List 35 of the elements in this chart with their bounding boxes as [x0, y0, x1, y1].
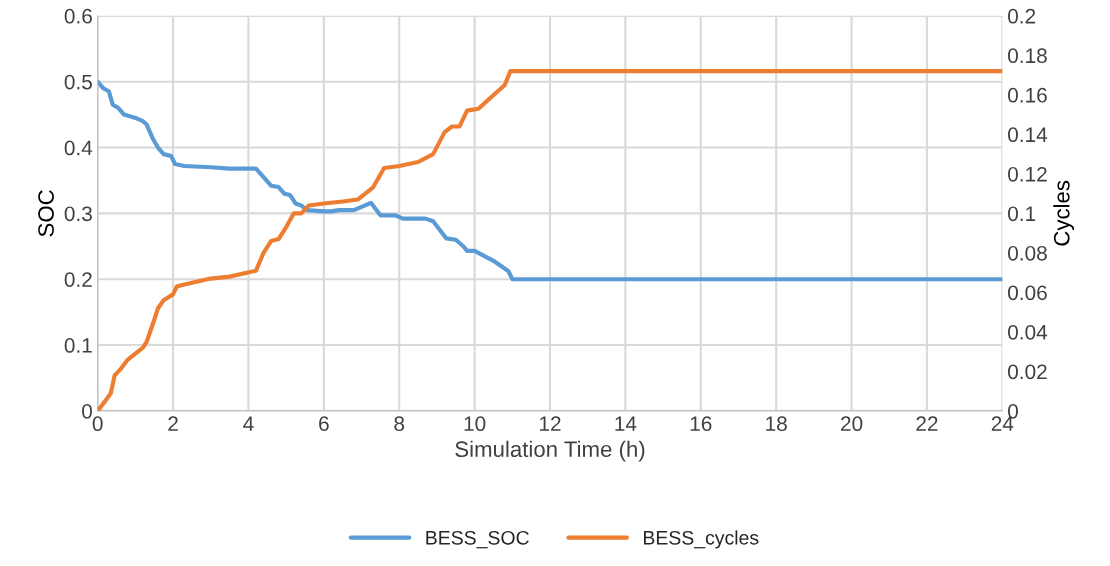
y-tick-label: 0 — [82, 403, 93, 419]
legend-label: BESS_cycles — [643, 530, 759, 549]
x-tick-label: 14 — [615, 416, 637, 431]
x-tick-label: 8 — [394, 416, 405, 432]
y2-tick-label: 0.16 — [1008, 87, 1047, 103]
y-tick-label: 0.1 — [64, 338, 92, 353]
y2-tick-label: 0.1 — [1008, 206, 1036, 222]
x-tick-label: 22 — [916, 416, 938, 431]
y-tick-label: 0.4 — [64, 140, 93, 156]
x-tick-label: 2 — [168, 416, 178, 431]
x-tick-label: 10 — [464, 416, 486, 432]
y2-tick-label: 0.18 — [1008, 48, 1047, 64]
x-tick-label: 4 — [243, 416, 254, 431]
y2-tick-label: 0.08 — [1008, 245, 1047, 261]
x-tick-label: 12 — [540, 416, 561, 431]
x-tick-label: 6 — [319, 416, 329, 432]
y-tick-label: 0.2 — [64, 272, 92, 287]
y2-tick-label: 0.12 — [1008, 166, 1047, 182]
y2-axis-title: Cycles — [1053, 180, 1075, 246]
x-tick-label: 20 — [841, 416, 863, 432]
y-tick-label: 0.3 — [64, 206, 92, 222]
x-axis-title: Simulation Time (h) — [455, 440, 645, 462]
x-tick-label: 16 — [690, 416, 712, 432]
y2-tick-label: 0.02 — [1008, 364, 1047, 380]
legend-label: BESS_SOC — [426, 530, 529, 549]
y-tick-label: 0.6 — [64, 8, 92, 24]
y2-tick-label: 0.2 — [1008, 8, 1036, 24]
y2-tick-label: 0.06 — [1008, 285, 1047, 301]
x-tick-label: 0 — [92, 416, 103, 432]
y2-tick-label: 0.04 — [1008, 324, 1048, 340]
y2-tick-label: 0.14 — [1008, 127, 1048, 143]
y-axis-title: SOC — [38, 190, 54, 237]
line-series — [97, 79, 1003, 282]
y-tick-label: 0.5 — [64, 74, 92, 90]
x-tick-label: 18 — [766, 416, 787, 432]
